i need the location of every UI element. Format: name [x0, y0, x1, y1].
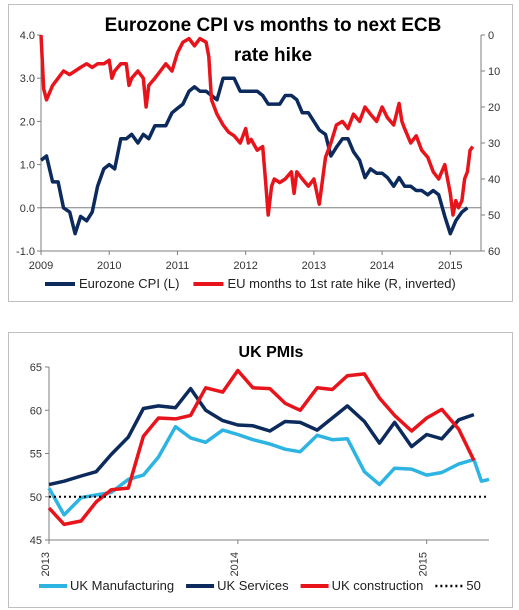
left-y-tick-label: 2.0 [20, 116, 35, 128]
x-tick-label: 2011 [166, 260, 190, 272]
x-tick-label: 2013 [302, 260, 326, 272]
legend-label-uk-manufacturing: UK Manufacturing [70, 578, 174, 593]
x-tick-label: 2015 [418, 552, 430, 576]
y-tick-label: 55 [30, 449, 42, 461]
right-y-tick-label: 40 [488, 174, 500, 186]
eurozone-cpi-chart: 4.0 3.0 2.0 1.0 0.0 -1.0 0 10 20 30 40 50 60 2009 2010… [16, 15, 500, 291]
right-y-tick-label: 10 [488, 66, 500, 78]
series-line-uk-services [48, 386, 475, 487]
left-y-tick-label: 3.0 [20, 73, 35, 85]
x-tick-label: 2010 [97, 260, 121, 272]
right-y-tick-label: 20 [488, 102, 500, 114]
x-tick-label: 2014 [370, 260, 394, 272]
chart-title: UK PMIs [239, 344, 304, 361]
right-y-tick-label: 30 [488, 138, 500, 150]
left-y-tick-label: 0.0 [20, 203, 35, 215]
uk-pmis-chart: 65 60 55 50 45 2013 2014 2015 UK PMIs UK Manufact… [30, 344, 490, 593]
right-y-tick-label: 60 [488, 246, 500, 258]
y-tick-label: 65 [30, 362, 42, 374]
legend-label-uk-construction: UK construction [332, 578, 424, 593]
left-y-tick-label: -1.0 [16, 246, 35, 258]
legend-label-eu-months-to-1st-rate-hike-r-inverted: EU months to 1st rate hike (R, inverted) [227, 276, 455, 291]
x-tick-label: 2012 [233, 260, 257, 272]
right-y-tick-label: 50 [488, 210, 500, 222]
y-tick-label: 45 [30, 535, 42, 547]
y-tick-label: 60 [30, 405, 42, 417]
x-tick-label: 2015 [438, 260, 462, 272]
chart-title-line1: Eurozone CPI vs months to next ECB [105, 15, 442, 36]
series-line-eu-months-to-1st-rate-hike-r-inverted [39, 34, 475, 217]
eurozone-cpi-chart-panel: 4.0 3.0 2.0 1.0 0.0 -1.0 0 10 20 30 40 50 60 2009 2010… [8, 4, 513, 302]
uk-pmis-chart-panel: 65 60 55 50 45 2013 2014 2015 UK PMIs UK Manufact… [8, 332, 513, 608]
x-tick-label: 2013 [40, 552, 52, 576]
left-y-tick-label: 4.0 [20, 30, 35, 42]
legend-label-50: 50 [466, 578, 480, 593]
right-y-tick-label: 0 [488, 30, 494, 42]
x-tick-label: 2014 [229, 552, 241, 576]
left-y-tick-label: 1.0 [20, 160, 35, 172]
series-line-eurozone-cpi-l [39, 76, 469, 236]
y-tick-label: 50 [30, 492, 42, 504]
x-tick-label: 2009 [29, 260, 53, 272]
chart-title-line2: rate hike [234, 45, 312, 66]
legend-label-eurozone-cpi-l: Eurozone CPI (L) [79, 276, 179, 291]
series-line-uk-construction [47, 368, 476, 527]
legend-label-uk-services: UK Services [217, 578, 289, 593]
series-line-uk-manufacturing [47, 424, 490, 517]
